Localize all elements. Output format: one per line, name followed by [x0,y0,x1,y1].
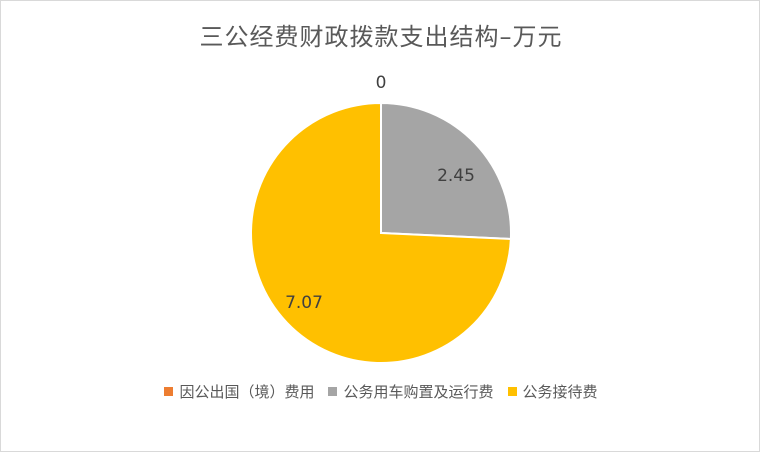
data-label-3: 7.07 [285,293,323,313]
legend-item-1: 因公出国（境）费用 [164,381,314,402]
legend-label-2: 公务用车购置及运行费 [343,383,494,401]
pie-slice-2 [380,101,512,241]
pie-slice-3 [250,101,512,364]
data-label-1: 0 [376,73,387,93]
chart-title: 三公经费财政拨款支出结构–万元 [199,23,563,51]
legend: 因公出国（境）费用 公务用车购置及运行费 公务接待费 [1,381,760,402]
legend-label-1: 因公出国（境）费用 [179,383,315,401]
legend-swatch-1 [164,387,174,396]
legend-swatch-3 [507,387,517,396]
legend-item-2: 公务用车购置及运行费 [328,381,494,402]
legend-label-3: 公务接待费 [522,383,598,401]
data-label-2: 2.45 [437,166,475,186]
legend-swatch-2 [328,387,338,396]
legend-item-3: 公务接待费 [507,381,598,402]
